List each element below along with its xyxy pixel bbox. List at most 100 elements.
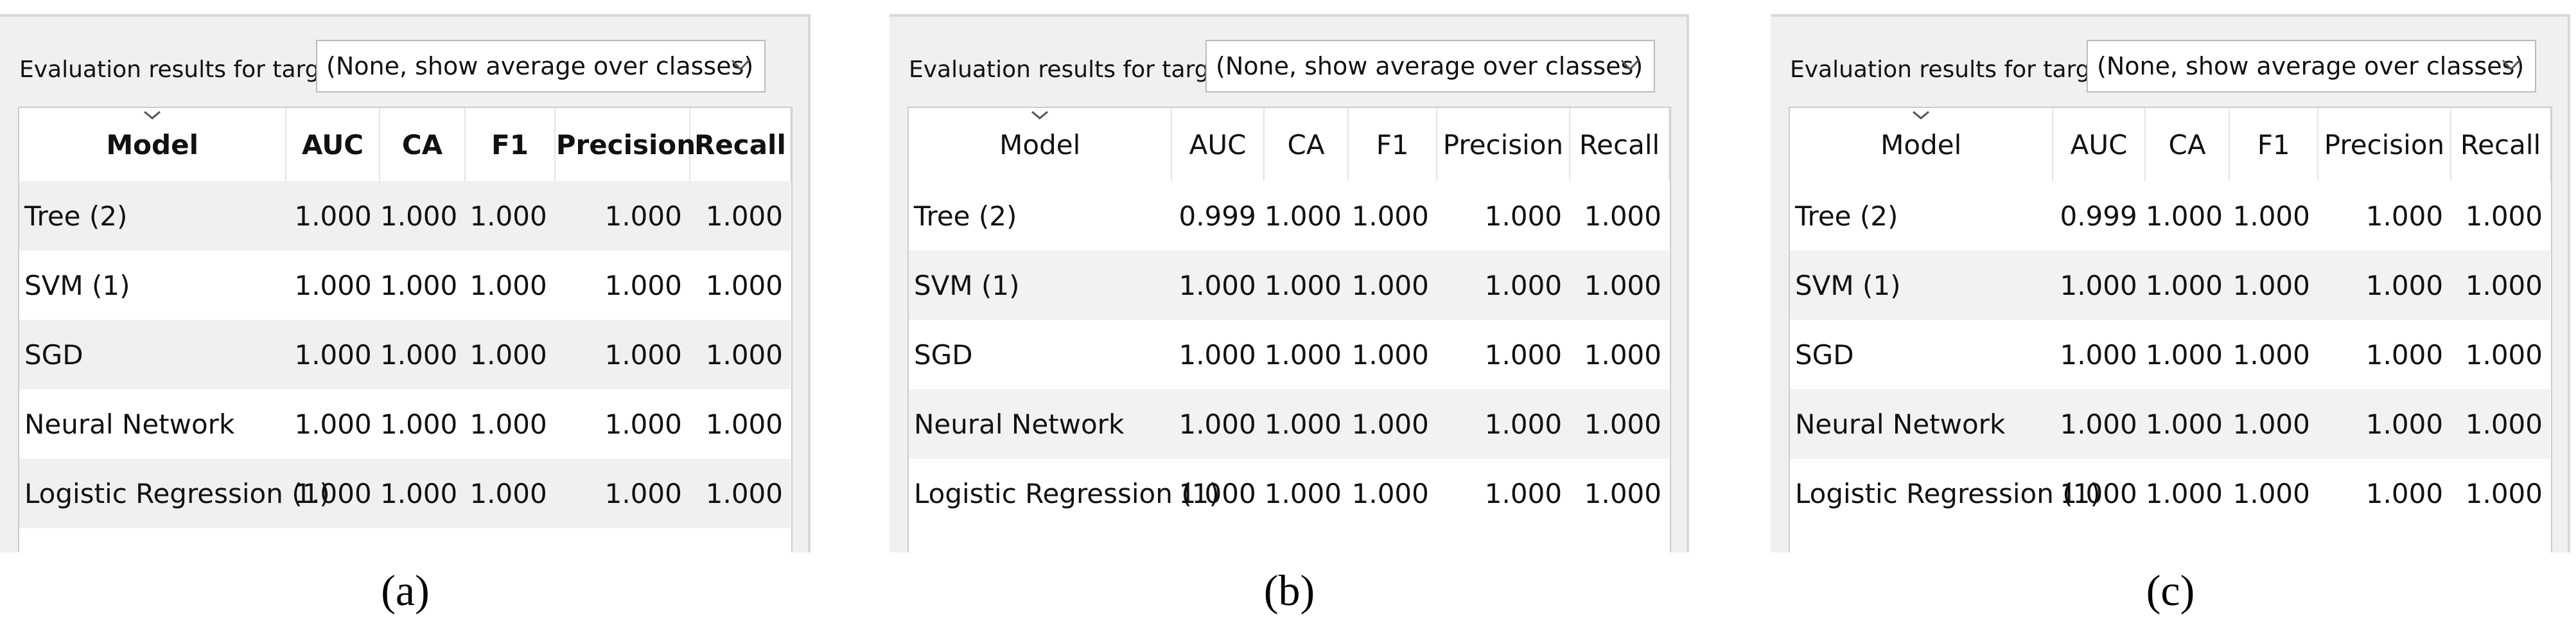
- metric-value: 1.000: [2145, 269, 2223, 301]
- chevron-line: [144, 110, 161, 119]
- metric-value: 1.000: [380, 477, 458, 509]
- target-dropdown[interactable]: (None, show average over classes): [316, 40, 766, 92]
- metric-value: 1.000: [1264, 200, 1342, 232]
- column-header-text[interactable]: Model: [1880, 128, 1962, 161]
- table-row[interactable]: SGD 1.000 1.000 1.000 1.000 1.000: [909, 320, 1669, 389]
- metric-value: 1.000: [1264, 339, 1342, 371]
- model-name: Neural Network: [914, 408, 1125, 440]
- metric-value: 1.000: [294, 339, 372, 371]
- table-row[interactable]: SVM (1) 1.000 1.000 1.000 1.000 1.000: [909, 251, 1669, 320]
- model-name: Neural Network: [1795, 408, 2006, 440]
- metric-value: 1.000: [294, 269, 372, 301]
- table-row[interactable]: Logistic Regression (1) 1.000 1.000 1.000 1.…: [19, 459, 791, 528]
- column-header[interactable]: Recall: [1570, 108, 1670, 181]
- metric-value: 1.000: [1484, 408, 1563, 440]
- column-header[interactable]: Model: [1790, 108, 2054, 181]
- metric-value: 1.000: [2145, 408, 2223, 440]
- header-row: Model AUC CA F1 Precision Recall: [19, 108, 791, 181]
- column-header[interactable]: CA: [1263, 108, 1349, 181]
- column-header[interactable]: AUC: [286, 108, 380, 181]
- evaluation-panel: Evaluation results for target (None, show…: [889, 14, 1689, 552]
- model-name: Logistic Regression (1): [914, 477, 1220, 509]
- table-row[interactable]: Logistic Regression (1) 1.000 1.000 1.000 1.…: [1790, 459, 2550, 528]
- table-row[interactable]: Neural Network 1.000 1.000 1.000 1.000 1.000: [1790, 389, 2550, 459]
- column-header[interactable]: AUC: [2053, 108, 2146, 181]
- target-value[interactable]: (None, show average over classes): [2097, 52, 2525, 80]
- column-header-text[interactable]: F1: [1376, 128, 1409, 161]
- column-header[interactable]: Precision: [1436, 108, 1571, 181]
- panel-caption: (c): [2146, 566, 2195, 615]
- metric-value: 1.000: [380, 200, 458, 232]
- table-row[interactable]: Tree (2) 0.999 1.000 1.000 1.000 1.000: [1790, 181, 2550, 251]
- metric-value: 1.000: [2232, 200, 2310, 232]
- table-row[interactable]: SVM (1) 1.000 1.000 1.000 1.000 1.000: [19, 251, 791, 320]
- model-name: SGD: [1795, 339, 1854, 371]
- table-row[interactable]: SGD 1.000 1.000 1.000 1.000 1.000: [1790, 320, 2550, 389]
- metric-value: 1.000: [2465, 200, 2543, 232]
- column-header-text[interactable]: Recall: [2460, 128, 2541, 161]
- metric-value: 1.000: [604, 269, 682, 301]
- metric-value: 1.000: [2232, 477, 2310, 509]
- table-body: Tree (2) 0.999 1.000 1.000 1.000 1.000 SVM (1)…: [1790, 181, 2550, 528]
- column-header[interactable]: F1: [1348, 108, 1437, 181]
- target-value[interactable]: (None, show average over classes): [326, 52, 754, 80]
- column-header[interactable]: CA: [2144, 108, 2230, 181]
- column-header-text[interactable]: AUC: [1189, 128, 1247, 161]
- target-dropdown[interactable]: (None, show average over classes): [1205, 40, 1655, 92]
- table-row[interactable]: Tree (2) 0.999 1.000 1.000 1.000 1.000: [909, 181, 1669, 251]
- column-header[interactable]: AUC: [1171, 108, 1265, 181]
- column-header-text[interactable]: Precision: [556, 128, 696, 161]
- metric-value: 1.000: [705, 200, 783, 232]
- table-row[interactable]: SGD 1.000 1.000 1.000 1.000 1.000: [19, 320, 791, 389]
- column-header-text[interactable]: Model: [106, 128, 198, 161]
- panel-caption: (b): [1263, 566, 1315, 615]
- metric-value: 1.000: [1584, 477, 1661, 509]
- column-header[interactable]: Precision: [554, 108, 696, 181]
- target-dropdown[interactable]: (None, show average over classes): [2087, 40, 2536, 92]
- chevron-icon: [2502, 59, 2521, 71]
- evaluation-panel: Evaluation results for target (None, show…: [0, 14, 810, 552]
- metric-value: 1.000: [1484, 477, 1563, 509]
- column-header[interactable]: Model: [19, 108, 287, 181]
- column-header[interactable]: Recall: [2451, 108, 2551, 181]
- table-row[interactable]: Neural Network 1.000 1.000 1.000 1.000 1.000: [909, 389, 1669, 459]
- target-value[interactable]: (None, show average over classes): [1216, 52, 1643, 80]
- column-header[interactable]: Model: [909, 108, 1173, 181]
- results-table-box: Model AUC CA F1 Precision Recall Tree (2) 0.999…: [1789, 107, 2552, 552]
- column-header-text[interactable]: CA: [1287, 128, 1325, 161]
- column-header[interactable]: Precision: [2317, 108, 2452, 181]
- metric-value: 1.000: [1264, 269, 1342, 301]
- column-header-text[interactable]: Precision: [1442, 128, 1564, 161]
- header-row: Model AUC CA F1 Precision Recall: [1790, 108, 2551, 181]
- table-head: Model AUC CA F1 Precision Recall: [19, 108, 791, 181]
- table-row[interactable]: SVM (1) 1.000 1.000 1.000 1.000 1.000: [1790, 251, 2550, 320]
- column-header-text[interactable]: CA: [2168, 128, 2206, 161]
- column-header[interactable]: Recall: [689, 108, 791, 181]
- chevron-line: [1620, 59, 1640, 71]
- column-header-text[interactable]: CA: [401, 128, 443, 161]
- metric-value: 1.000: [294, 477, 372, 509]
- metric-value: 1.000: [705, 408, 783, 440]
- metric-value: 1.000: [2465, 339, 2543, 371]
- table-row[interactable]: Tree (2) 1.000 1.000 1.000 1.000 1.000: [19, 181, 791, 251]
- column-header-text[interactable]: AUC: [2070, 128, 2128, 161]
- metric-value: 1.000: [294, 200, 372, 232]
- table-row[interactable]: Logistic Regression (1) 1.000 1.000 1.000 1.…: [909, 459, 1669, 528]
- chevron-icon: [144, 110, 161, 119]
- metric-value: 1.000: [469, 408, 547, 440]
- column-header-text[interactable]: Recall: [1579, 128, 1660, 161]
- column-header[interactable]: F1: [465, 108, 556, 181]
- column-header-text[interactable]: F1: [2257, 128, 2290, 161]
- metric-value: 1.000: [604, 408, 682, 440]
- column-header-text[interactable]: AUC: [301, 128, 364, 161]
- column-header-text[interactable]: Precision: [2324, 128, 2445, 161]
- column-header-text[interactable]: Model: [999, 128, 1081, 161]
- model-name: SVM (1): [24, 269, 130, 301]
- results-table: Model AUC CA F1 Precision Recall Tree (2) 1.000…: [19, 108, 791, 528]
- column-header-text[interactable]: Recall: [694, 128, 786, 161]
- column-header[interactable]: CA: [379, 108, 466, 181]
- column-header-text[interactable]: F1: [491, 128, 529, 161]
- table-row[interactable]: Neural Network 1.000 1.000 1.000 1.000 1.000: [19, 389, 791, 459]
- header-row: Model AUC CA F1 Precision Recall: [909, 108, 1670, 181]
- column-header[interactable]: F1: [2229, 108, 2318, 181]
